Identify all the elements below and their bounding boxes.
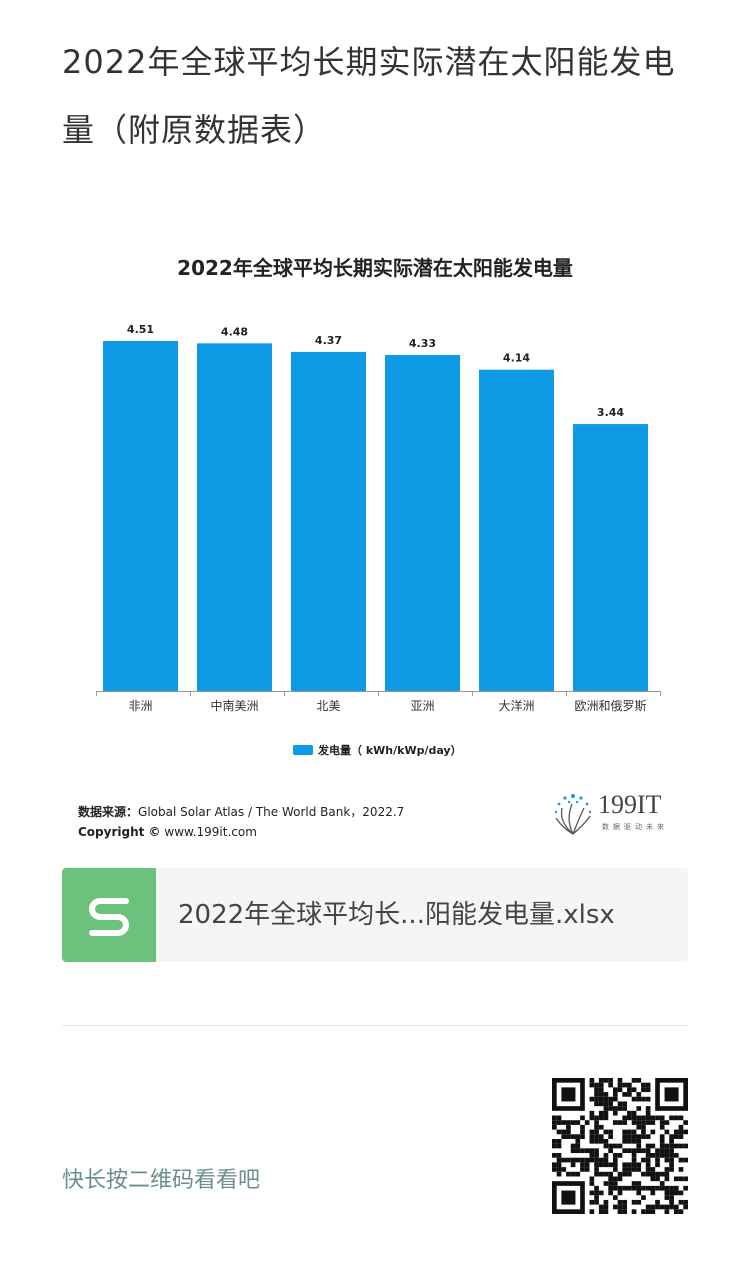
bar (291, 351, 366, 691)
copyright-text: www.199it.com (164, 825, 257, 839)
legend-swatch (293, 745, 313, 755)
bar (197, 343, 272, 691)
x-tick-label: 亚洲 (410, 699, 434, 713)
attachment-filename: 2022年全球平均长...阳能发电量.xlsx (178, 900, 615, 930)
spreadsheet-s-icon (62, 868, 156, 962)
data-label: 4.51 (127, 323, 154, 336)
data-label: 4.48 (221, 325, 248, 338)
x-tick-label: 大洋洲 (498, 698, 534, 713)
qr-label: 快长按二维码看看吧 (62, 1168, 261, 1193)
attachment-card[interactable]: 2022年全球平均长...阳能发电量.xlsx (62, 868, 688, 962)
source-label: 数据来源： (78, 805, 139, 819)
article-title: 2022年全球平均长期实际潜在太阳能发电量（附原数据表） (62, 43, 676, 149)
data-label: 4.14 (503, 352, 530, 365)
source-text: Global Solar Atlas / The World Bank，2022… (138, 805, 405, 819)
brand-logo: 199IT 数据驱动未来 (550, 790, 680, 838)
source-block: 数据来源：Global Solar Atlas / The World Bank… (78, 802, 404, 842)
x-tick-label: 北美 (316, 699, 340, 713)
data-label: 4.37 (315, 334, 342, 347)
logo-subtitle: 数据驱动未来 (602, 823, 668, 831)
data-label: 3.44 (597, 406, 624, 419)
qr-code-icon[interactable] (552, 1078, 688, 1214)
bar (385, 354, 460, 691)
bar (479, 369, 554, 691)
x-tick-label: 欧洲和俄罗斯 (574, 699, 646, 713)
bar-chart: 4.51 非洲 4.48 中南美洲 4.37 北美 4.33 亚洲 4.14 大洋洲 3.44 欧洲和… (96, 323, 661, 713)
chart-container: 2022年全球平均长期实际潜在太阳能发电量 4.51 非洲 4.48 中南美洲 4.37… (60, 230, 690, 850)
data-label: 4.33 (409, 337, 436, 350)
bar (573, 424, 648, 691)
copyright-label: Copyright © (78, 825, 161, 839)
chart-title: 2022年全球平均长期实际潜在太阳能发电量 (177, 256, 573, 280)
bar (103, 341, 178, 691)
chart-legend: 发电量（ kWh/kWp/day） (293, 742, 462, 758)
x-tick-label: 非洲 (128, 699, 152, 713)
logo-text: 199IT (598, 790, 662, 819)
divider (62, 1025, 688, 1026)
dandelion-logo-icon (554, 794, 592, 835)
x-tick-label: 中南美洲 (210, 698, 258, 713)
legend-label: 发电量（ kWh/kWp/day） (318, 744, 462, 757)
